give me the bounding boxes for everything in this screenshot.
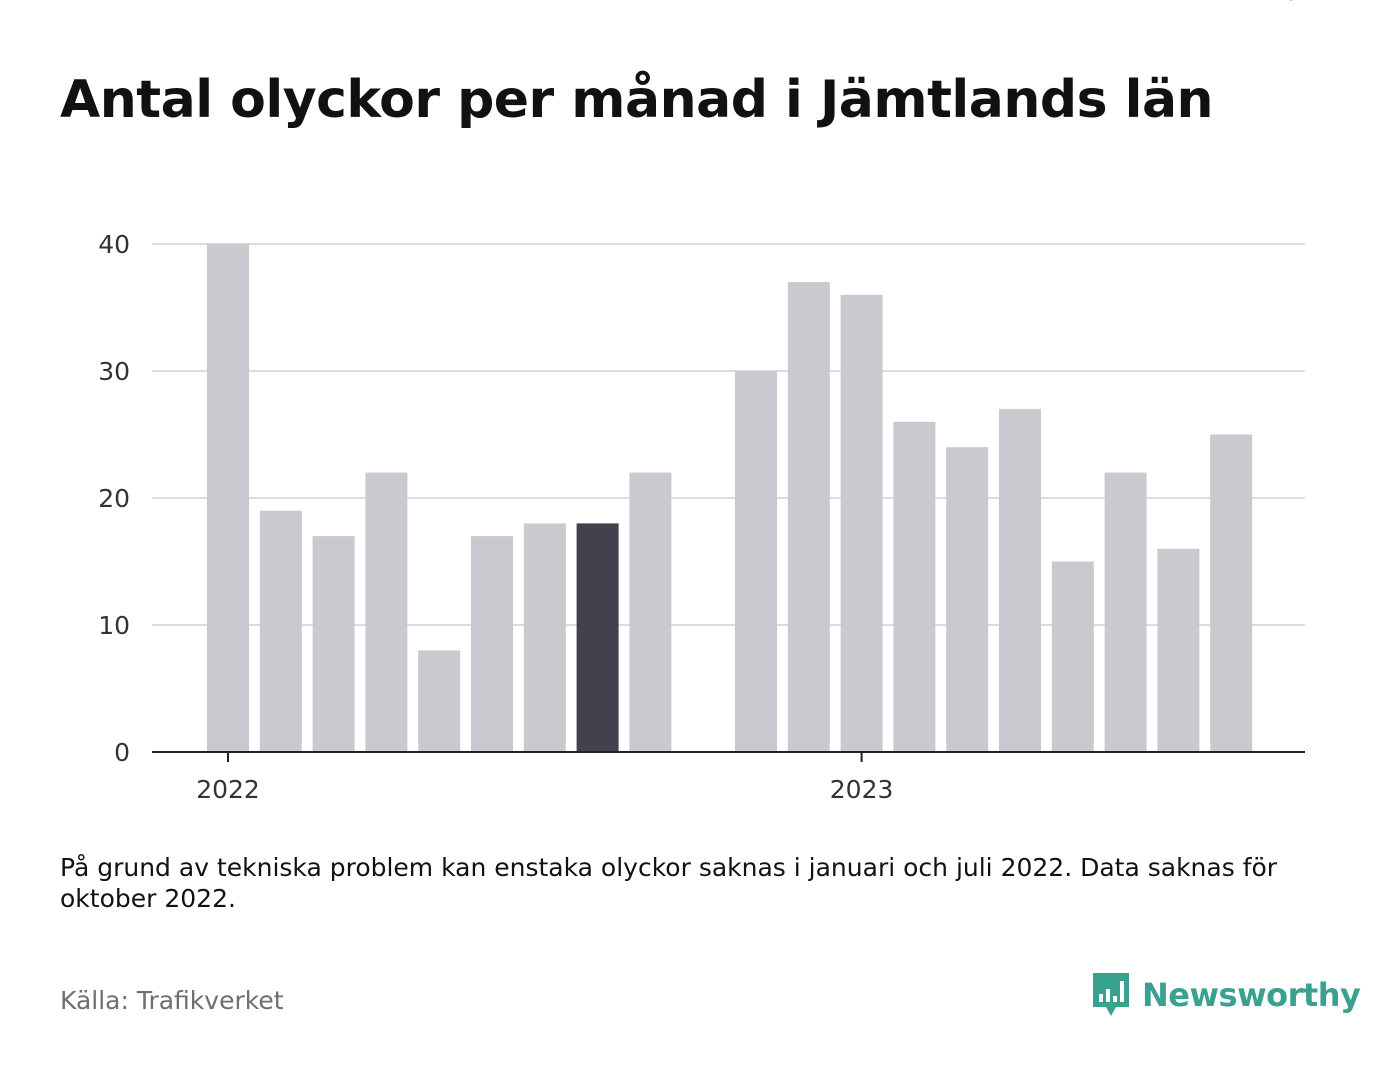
bar-2022-07[interactable]	[523, 523, 566, 752]
bar-2023-02[interactable]	[893, 421, 936, 752]
bar-2023-08[interactable]	[1210, 434, 1253, 753]
brand-name: Newsworthy	[1142, 976, 1361, 1014]
bar-2023-01[interactable]	[840, 294, 883, 752]
bar-2022-08[interactable]	[576, 523, 619, 752]
y-axis-ticks: 0 10 20 30 40	[98, 230, 130, 767]
chart-title: Antal olyckor per månad i Jämtlands län	[60, 70, 1214, 130]
y-tick-label: 40	[98, 230, 130, 259]
bar-2022-09[interactable]	[629, 472, 672, 752]
y-tick-label: 10	[98, 611, 130, 640]
bar-2022-12[interactable]	[787, 282, 830, 752]
newsworthy-logo-icon	[1093, 973, 1129, 1016]
bar-2023-04[interactable]	[999, 409, 1041, 752]
bar-2023-05[interactable]	[1051, 561, 1094, 753]
data-labels: 25	[1267, 0, 1300, 7]
bar-2022-05[interactable]	[418, 650, 461, 752]
bar-value-label: 25	[1267, 0, 1300, 7]
bar-2022-03[interactable]	[312, 536, 355, 752]
newsworthy-brand[interactable]: Newsworthy	[1090, 970, 1361, 1020]
y-tick-label: 20	[98, 484, 130, 513]
bar-2022-11[interactable]	[735, 371, 777, 752]
footnote: På grund av tekniska problem kan enstaka…	[60, 853, 1278, 913]
x-tick-label: 2022	[196, 775, 260, 804]
x-tick-label: 2023	[830, 775, 894, 804]
y-tick-label: 30	[98, 357, 130, 386]
bar-2022-06[interactable]	[471, 536, 513, 752]
bar-chart: 0 10 20 30 40 2022 2023 25	[98, 0, 1305, 804]
bar-2023-03[interactable]	[946, 447, 989, 752]
y-tick-label: 0	[114, 738, 130, 767]
bar-2023-07[interactable]	[1157, 548, 1200, 752]
x-axis: 2022 2023	[152, 751, 1305, 804]
bar-2022-02[interactable]	[259, 510, 302, 752]
bars	[207, 244, 1253, 753]
bar-2022-01[interactable]	[207, 244, 249, 752]
bar-2022-04[interactable]	[365, 472, 408, 752]
bar-2023-06[interactable]	[1104, 472, 1147, 752]
source-credit: Källa: Trafikverket	[60, 986, 284, 1015]
